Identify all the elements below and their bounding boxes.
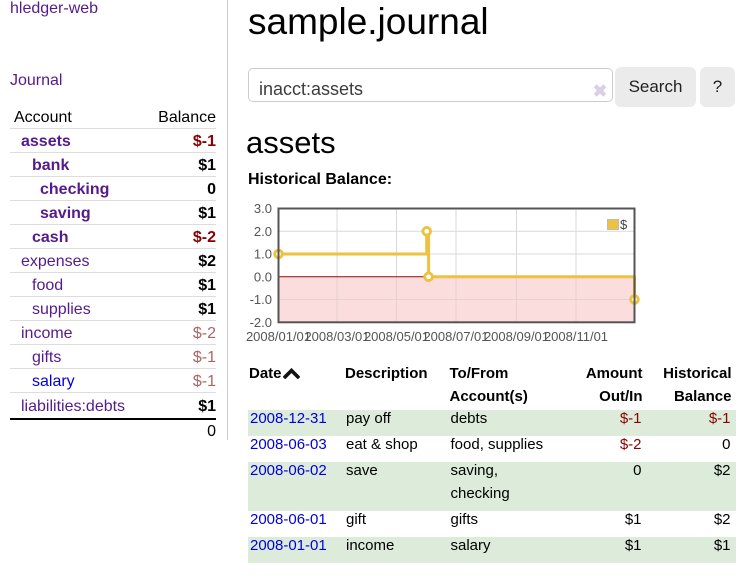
svg-text:2008/03/01: 2008/03/01: [304, 329, 369, 344]
svg-text:-2.0: -2.0: [250, 315, 272, 330]
svg-text:2008/11/01: 2008/11/01: [544, 329, 608, 344]
svg-text:2008/01/01: 2008/01/01: [246, 329, 311, 344]
svg-text:2008/05/01: 2008/05/01: [364, 329, 429, 344]
svg-text:-1.0: -1.0: [250, 292, 272, 307]
svg-text:3.0: 3.0: [254, 201, 272, 216]
svg-text:2008/07/01: 2008/07/01: [423, 329, 488, 344]
svg-text:2008/09/01: 2008/09/01: [484, 329, 549, 344]
svg-text:0.0: 0.0: [254, 269, 272, 284]
svg-text:2.0: 2.0: [254, 224, 272, 239]
svg-text:1.0: 1.0: [254, 247, 272, 262]
svg-text:$: $: [620, 217, 628, 232]
